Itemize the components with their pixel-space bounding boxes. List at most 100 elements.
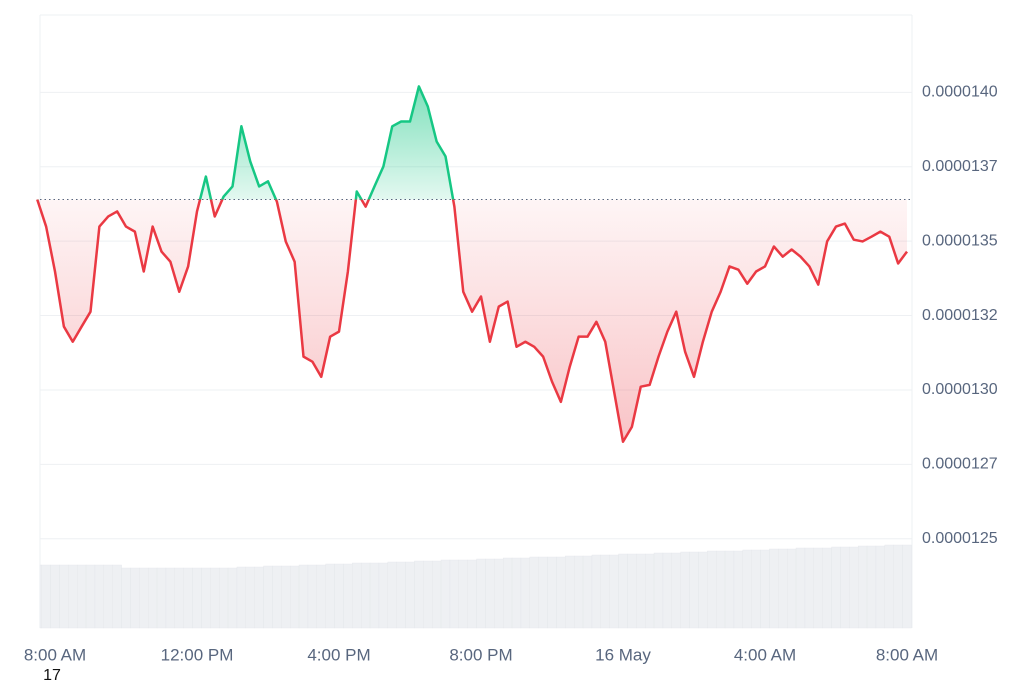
volume-bar [520, 557, 531, 629]
y-tick-label: 0.0000130 [922, 381, 998, 398]
volume-bar [360, 562, 371, 629]
volume-bar [831, 546, 841, 629]
volume-bar [334, 563, 344, 629]
volume-bar [804, 547, 815, 629]
volume-bar [431, 560, 442, 629]
volume-bar [245, 566, 255, 629]
volume-bar [644, 553, 655, 629]
volume-bar [130, 567, 140, 629]
volume-bar [902, 544, 912, 629]
x-tick-label: 8:00 PM [449, 645, 512, 664]
volume-bar [857, 545, 868, 629]
volume-bar [476, 558, 486, 629]
volume-bar [565, 555, 575, 629]
volume-bar [103, 564, 113, 629]
volume-bar [396, 561, 406, 629]
volume-bar [85, 564, 96, 629]
volume-bar [263, 565, 273, 629]
volume-bar [289, 565, 300, 629]
volume-bar [591, 554, 602, 629]
volume-bar [609, 554, 619, 629]
volume-bar [76, 564, 87, 629]
volume-bar [582, 555, 593, 629]
volume-bar [795, 547, 806, 629]
volume-bar [618, 553, 628, 629]
volume-bar [538, 556, 548, 629]
volume-bar [547, 556, 557, 629]
volume-bar [201, 567, 211, 629]
volume-bar [316, 564, 326, 629]
volume-bar [94, 564, 105, 629]
volume-bar [192, 567, 202, 629]
volume-bar [156, 567, 167, 629]
volume-bar [41, 564, 51, 629]
x-tick-label: 8:00 AM [876, 645, 938, 664]
volume-bar [769, 548, 779, 629]
volume-bar [627, 553, 637, 629]
volume-bar [343, 563, 353, 629]
volume-bar [751, 549, 761, 629]
volume-bar [423, 560, 433, 629]
volume-bar [467, 559, 477, 629]
volume-bar [112, 564, 122, 629]
volume-bar [689, 551, 699, 629]
volume-bar [600, 554, 610, 629]
x-tick-label: 16 May [595, 645, 651, 664]
volume-bar [210, 567, 220, 629]
volume-bar [449, 559, 460, 629]
volume-bar [813, 547, 823, 629]
volume-bar [307, 564, 318, 629]
volume-bar [778, 548, 788, 629]
volume-bar [165, 567, 176, 629]
y-tick-label: 0.0000125 [922, 530, 998, 547]
volume-bar [849, 546, 859, 629]
volume-bar [458, 559, 468, 629]
volume-bar [39, 564, 42, 629]
volume-bar [378, 562, 389, 629]
price-line-down [36, 199, 909, 443]
volume-bar [662, 552, 673, 629]
volume-bar [369, 562, 380, 629]
volume-bar [884, 544, 894, 629]
volume-bar [352, 562, 362, 629]
area-down [37, 199, 907, 442]
volume-bar [405, 561, 415, 629]
volume-bar [59, 564, 69, 629]
x-tick-label: 4:00 PM [307, 645, 370, 664]
y-tick-label: 0.0000132 [922, 307, 998, 324]
volume-bar [68, 564, 78, 629]
volume-bar [227, 567, 238, 629]
volume-bar [281, 565, 291, 629]
volume-bar [236, 566, 247, 629]
volume-bar [174, 567, 184, 629]
volume-bar [147, 567, 158, 629]
volume-bar [183, 567, 193, 629]
volume-bar [822, 547, 832, 629]
volume-bar [511, 557, 522, 629]
volume-bar [556, 556, 566, 629]
volume-bar [893, 544, 903, 629]
volume-bar [724, 550, 735, 629]
volume-bar [840, 546, 850, 629]
x-tick-label: 8:00 AM [24, 645, 86, 664]
volume-bar [866, 545, 877, 629]
x-sublabel: 17 [43, 667, 61, 683]
volume-bar [653, 552, 664, 629]
volume-bar [715, 550, 726, 629]
volume-bar [121, 567, 131, 629]
volume-bar [760, 549, 770, 629]
volume-bar [272, 565, 282, 629]
volume-bar [494, 558, 504, 629]
volume-bar [636, 553, 646, 629]
volume-bar [707, 550, 717, 629]
volume-bar [485, 558, 495, 629]
volume-bar [387, 561, 397, 629]
y-tick-label: 0.0000137 [922, 158, 998, 175]
volume-bar [502, 557, 513, 629]
volume-bar [573, 555, 584, 629]
volume-bar [698, 551, 708, 629]
volume-bar [742, 549, 752, 629]
volume-bar [254, 566, 264, 629]
volume-bar [671, 552, 681, 629]
